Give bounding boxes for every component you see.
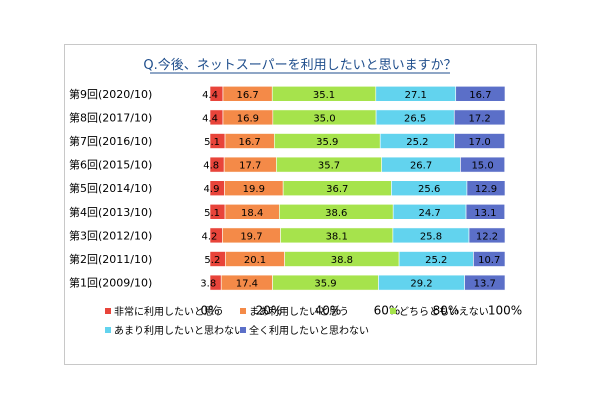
bar-segment	[465, 204, 506, 220]
bar-segment	[464, 274, 506, 291]
data-label: 36.7	[326, 184, 348, 195]
bar-segment	[466, 180, 506, 196]
legend-swatch	[105, 327, 111, 333]
data-label: 15.0	[471, 161, 493, 172]
data-label: 25.6	[418, 184, 440, 195]
bar-segment	[460, 156, 506, 173]
stacked-bar-chart: Q.今後、ネットスーパーを利用したいと思いますか？ 第9回(2020/10) 4.…	[69, 57, 522, 337]
data-label: 38.8	[331, 255, 353, 266]
legend: 非常に利用したいと思う まあ利用したいと思う どちらともいえないあまり利用したいと思…	[105, 305, 489, 337]
data-label: 16.7	[236, 90, 258, 101]
data-label: 25.2	[406, 137, 428, 148]
chart-title: Q.今後、ネットスーパーを利用したいと思いますか？	[143, 57, 456, 73]
data-label: 19.7	[240, 231, 262, 242]
data-label: 19.9	[243, 184, 265, 195]
category-label: 第1回(2009/10)	[69, 276, 152, 290]
category-label: 第7回(2016/10)	[69, 134, 152, 148]
legend-label: 全く利用したいと思わない	[249, 324, 369, 337]
data-label: 20.1	[244, 255, 266, 266]
bar-segment	[473, 251, 506, 267]
legend-swatch	[240, 327, 246, 333]
data-label: 35.0	[313, 113, 335, 124]
x-tick-label: 80%	[433, 303, 460, 317]
data-label: 13.1	[474, 208, 496, 219]
data-label: 5.1	[204, 208, 220, 219]
data-label: 35.7	[318, 161, 340, 172]
legend-label: 非常に利用したいと思う	[114, 305, 224, 318]
category-label: 第5回(2014/10)	[69, 181, 152, 195]
category-label: 第3回(2012/10)	[69, 228, 152, 242]
bar-segment	[455, 85, 506, 102]
data-label: 27.1	[405, 90, 427, 101]
data-label: 35.1	[313, 90, 335, 101]
data-label: 35.9	[316, 137, 338, 148]
category-label: 第6回(2015/10)	[69, 158, 152, 172]
plot-area: 第9回(2020/10) 4.4 16.7 35.1 27.1 16.7 第8回(2017/…	[69, 85, 506, 291]
x-tick-label: 0%	[200, 303, 219, 317]
data-label: 4.2	[201, 231, 217, 242]
data-label: 16.9	[237, 113, 259, 124]
data-label: 13.7	[474, 279, 496, 290]
legend-swatch	[105, 308, 111, 314]
category-label: 第8回(2017/10)	[69, 110, 152, 124]
legend-swatch	[240, 308, 246, 314]
legend-label: あまり利用したいと思わない	[114, 325, 244, 337]
data-label: 16.7	[469, 90, 491, 101]
category-label: 第4回(2013/10)	[69, 205, 152, 219]
data-label: 17.2	[468, 113, 490, 124]
data-label: 24.7	[418, 208, 440, 219]
data-label: 12.9	[475, 184, 497, 195]
data-label: 35.9	[314, 279, 336, 290]
data-label: 17.7	[239, 161, 261, 172]
bar-segment	[468, 227, 506, 244]
data-label: 25.2	[425, 255, 447, 266]
legend-label: どちらともいえない	[399, 306, 489, 318]
x-tick-label: 60%	[374, 303, 401, 317]
data-label: 16.7	[239, 137, 261, 148]
data-label: 26.5	[404, 113, 426, 124]
data-label: 5.2	[204, 255, 220, 266]
data-label: 4.8	[203, 161, 219, 172]
data-label: 5.1	[204, 137, 220, 148]
bar-segment	[453, 109, 506, 126]
category-label: 第9回(2020/10)	[69, 87, 152, 101]
data-label: 17.0	[468, 137, 490, 148]
data-label: 26.7	[410, 161, 432, 172]
bar-segment	[454, 133, 506, 149]
data-label: 4.4	[202, 90, 218, 101]
legend-swatch	[390, 308, 396, 314]
data-label: 18.4	[241, 208, 263, 219]
data-label: 4.9	[204, 184, 220, 195]
x-tick-label: 100%	[488, 303, 522, 317]
legend-label: まあ利用したいと思う	[249, 306, 349, 318]
data-label: 38.6	[325, 208, 347, 219]
x-tick-label: 20%	[256, 303, 283, 317]
data-label: 25.8	[420, 231, 442, 242]
data-label: 3.8	[200, 279, 216, 290]
data-label: 10.7	[478, 255, 500, 266]
x-tick-label: 40%	[315, 303, 342, 317]
chart-frame: Q.今後、ネットスーパーを利用したいと思いますか？ 第9回(2020/10) 4.…	[64, 44, 537, 365]
data-label: 4.4	[202, 113, 218, 124]
data-label: 29.2	[410, 279, 432, 290]
x-axis: 0% 20% 40% 60% 80% 100%	[200, 303, 522, 317]
data-label: 38.1	[326, 231, 348, 242]
category-label: 第2回(2011/10)	[69, 252, 152, 266]
data-label: 12.2	[476, 231, 498, 242]
data-label: 17.4	[236, 279, 258, 290]
